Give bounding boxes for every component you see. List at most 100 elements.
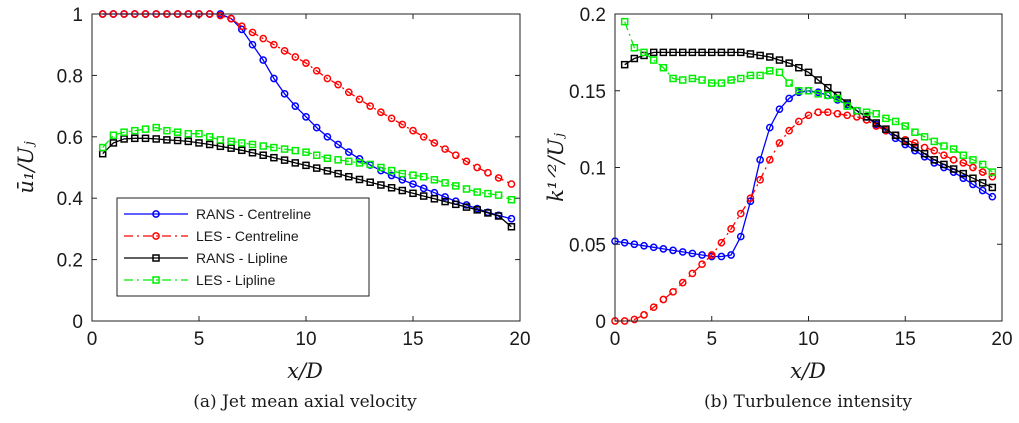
data-point <box>978 179 987 187</box>
series-les-lipline <box>620 17 997 176</box>
data-point <box>366 160 374 169</box>
data-point <box>978 168 987 176</box>
data-point <box>259 56 268 64</box>
data-point <box>785 79 793 87</box>
data-point <box>398 186 407 195</box>
data-point <box>891 117 900 126</box>
x-axis-label: x/D <box>287 359 323 383</box>
x-tick-label: 20 <box>509 329 530 350</box>
data-point <box>717 48 726 57</box>
data-point <box>345 172 353 181</box>
data-point <box>184 129 193 138</box>
data-point <box>678 248 687 256</box>
data-point <box>248 28 257 37</box>
data-point <box>785 94 794 103</box>
data-point <box>152 135 160 143</box>
data-point <box>824 108 832 117</box>
data-point <box>678 48 687 57</box>
data-point <box>737 74 745 83</box>
data-point <box>387 184 396 192</box>
legend: RANS - Centreline LES - Centreline RANS - … <box>116 197 370 297</box>
series-line <box>102 13 512 220</box>
data-point <box>334 156 342 164</box>
data-point <box>698 48 706 57</box>
data-point <box>238 139 246 147</box>
data-point <box>872 119 880 127</box>
data-point <box>131 134 139 143</box>
data-point <box>698 76 706 84</box>
data-point <box>930 146 939 155</box>
x-tick-label: 0 <box>87 329 98 350</box>
data-point <box>344 88 353 97</box>
legend-marker <box>152 254 160 262</box>
data-point <box>659 295 668 304</box>
data-point <box>814 76 822 84</box>
data-point <box>766 67 774 75</box>
data-point <box>387 114 396 123</box>
data-point <box>765 155 774 164</box>
data-point <box>620 60 629 69</box>
data-point <box>649 48 658 57</box>
data-point <box>270 40 278 49</box>
data-point <box>312 151 321 159</box>
data-point <box>969 174 977 182</box>
chart-panel-a: 0 5 10 15 20 0 0.2 0.4 0.6 0.8 1 x/D ū₁/Uⱼ (a) Jet me… <box>14 5 531 412</box>
data-point <box>205 140 214 149</box>
data-point <box>195 139 203 147</box>
data-point <box>419 192 428 200</box>
data-point <box>630 44 639 52</box>
data-point <box>630 54 639 63</box>
data-point <box>843 111 852 120</box>
data-point <box>978 160 987 169</box>
series-rans-centreline <box>98 10 516 223</box>
data-point <box>717 252 726 261</box>
data-point <box>131 126 139 135</box>
data-point <box>120 135 128 143</box>
data-point <box>891 131 900 140</box>
data-point <box>649 303 658 312</box>
data-point <box>901 122 909 130</box>
data-point <box>949 145 958 153</box>
series-rans-centreline <box>611 86 997 261</box>
y-axis-label: k¹ᐟ²/Uⱼ <box>544 133 568 202</box>
y-tick-label: 0.15 <box>569 82 606 103</box>
data-point <box>969 156 977 164</box>
data-point <box>765 123 774 132</box>
data-point <box>698 260 706 269</box>
data-point <box>377 181 385 189</box>
data-point <box>216 11 225 20</box>
data-point <box>270 143 278 152</box>
data-point <box>377 163 385 172</box>
data-point <box>387 166 396 175</box>
figure-caption: (b) Turbulence intensity <box>704 392 912 412</box>
data-point <box>688 48 697 57</box>
data-point <box>280 89 289 98</box>
data-point <box>775 105 784 114</box>
data-point <box>109 139 118 147</box>
data-point <box>259 142 267 150</box>
data-point <box>323 132 332 141</box>
legend-label: LES - Lipline <box>196 272 276 288</box>
data-point <box>334 169 342 178</box>
data-point <box>708 79 716 87</box>
data-point <box>756 71 764 80</box>
series-line <box>102 13 512 185</box>
data-point <box>109 131 118 140</box>
data-point <box>833 109 842 118</box>
x-tick-label: 5 <box>194 329 205 350</box>
x-axis-label: x/D <box>790 359 826 383</box>
data-point <box>452 182 460 190</box>
data-point <box>344 148 353 156</box>
data-point <box>409 171 417 179</box>
data-point <box>678 76 687 84</box>
legend-marker <box>152 210 160 218</box>
data-point <box>862 108 871 116</box>
data-point <box>727 76 735 84</box>
data-point <box>195 129 203 138</box>
y-tick-label: 0.8 <box>57 66 83 87</box>
data-point <box>669 48 677 57</box>
data-point <box>649 56 658 64</box>
data-point <box>334 80 342 89</box>
data-point <box>452 200 460 209</box>
data-point <box>270 74 278 83</box>
